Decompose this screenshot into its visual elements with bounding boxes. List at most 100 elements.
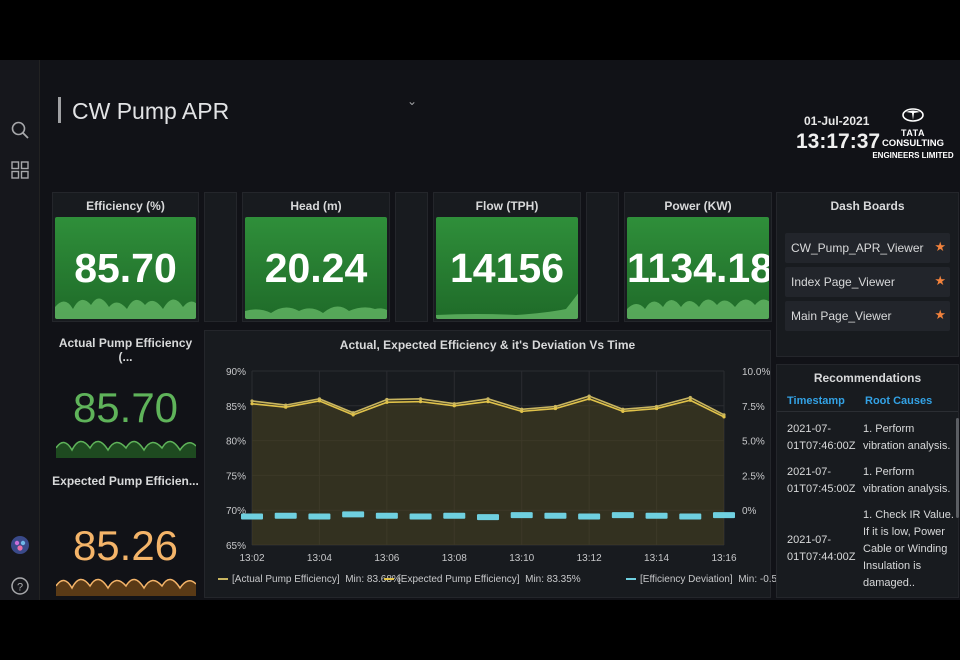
current-time: 13:17:37 <box>796 130 881 153</box>
dashboards-grid-icon[interactable] <box>10 160 30 180</box>
y-left-tick-label: 75% <box>226 471 246 482</box>
legend-label: [Expected Pump Efficiency] <box>398 574 520 585</box>
logo-brand: TATA <box>901 128 925 138</box>
recommendations-panel: Recommendations Timestamp Root Causes 20… <box>776 364 959 598</box>
stat-panel-flow[interactable]: Flow (TPH) 14156 <box>433 192 581 322</box>
deviation-bar <box>409 513 432 520</box>
stat-value: 85.70 <box>74 245 177 291</box>
page-title[interactable]: CW Pump APR <box>72 98 230 124</box>
stat-value: 14156 <box>449 245 564 291</box>
header-divider <box>777 411 958 412</box>
y-right-tick-label: 2.5% <box>742 471 765 482</box>
dashboards-panel: Dash Boards CW_Pump_APR_Viewer ★ Index P… <box>776 192 959 357</box>
x-tick-label: 13:06 <box>374 553 399 564</box>
user-avatar-icon[interactable] <box>10 535 30 555</box>
data-point <box>418 400 423 404</box>
chevron-down-icon[interactable]: ⌄ <box>407 94 418 108</box>
efficiency-chart[interactable]: 90% 85% 80% 75% 70% 65% 10.0% 7.5% 5.0% 2.5% 0% 13:… <box>204 330 771 598</box>
y-right-tick-label: 10.0% <box>742 367 770 378</box>
recommendations-scrollbar[interactable] <box>956 418 959 518</box>
star-icon[interactable]: ★ <box>934 307 946 322</box>
spacer-panel <box>586 192 619 322</box>
svg-text:?: ? <box>17 582 23 594</box>
legend-min: Min: 83.35% <box>525 574 581 585</box>
deviation-bar <box>578 513 601 520</box>
sparkline <box>55 298 196 319</box>
logo-line3: ENGINEERS LIMITED <box>872 151 954 160</box>
table-row-timestamp: 2021-07- 01T07:45:00Z <box>787 466 856 495</box>
star-icon[interactable]: ★ <box>934 273 946 288</box>
series-area-actual <box>252 396 724 545</box>
y-left-tick-label: 90% <box>226 367 246 378</box>
expected-gauge-title: Expected Pump Efficien... <box>52 474 199 488</box>
column-header-timestamp[interactable]: Timestamp <box>787 395 845 407</box>
dashboard-link-label: Index Page_Viewer <box>791 275 895 289</box>
dashboard-link-cw-pump[interactable]: CW_Pump_APR_Viewer ★ <box>785 233 950 263</box>
data-point <box>587 394 591 398</box>
sparkline <box>245 306 387 319</box>
data-point <box>418 397 423 401</box>
data-point <box>688 398 692 402</box>
dashboard-link-main[interactable]: Main Page_Viewer ★ <box>785 301 950 331</box>
dashboard-link-label: CW_Pump_APR_Viewer <box>791 241 924 255</box>
spacer-panel <box>395 192 428 322</box>
table-row-timestamp: 2021-07- 01T07:46:00Z <box>787 423 856 452</box>
y-left-tick-label: 85% <box>226 402 246 413</box>
legend-swatch <box>218 578 228 581</box>
legend-item-actual[interactable]: [Actual Pump Efficiency] Min: 83.68% <box>218 574 401 585</box>
stat-panel-head[interactable]: Head (m) 20.24 <box>242 192 390 322</box>
stat-tile: 14156 <box>436 217 578 319</box>
sparkline <box>627 299 769 319</box>
title-accent <box>58 97 61 123</box>
sidebar: ? <box>0 60 40 600</box>
gauge-panel: Actual Pump Efficiency (... 85.70 Expect… <box>52 328 199 598</box>
deviation-bar <box>510 512 533 519</box>
deviation-bar <box>645 512 668 519</box>
x-tick-label: 13:12 <box>577 553 602 564</box>
deviation-bar <box>375 512 398 519</box>
table-row-cause: 1. Perform vibration analysis. <box>863 423 951 452</box>
data-point <box>284 405 288 409</box>
x-tick-label: 13:16 <box>711 553 736 564</box>
actual-gauge-title: Actual Pump Efficiency (... <box>58 336 193 364</box>
deviation-bar <box>544 512 567 519</box>
legend-item-deviation[interactable]: [Efficiency Deviation] Min: -0.50% <box>626 574 792 585</box>
search-icon[interactable] <box>10 120 30 140</box>
dashboards-title: Dash Boards <box>830 199 905 213</box>
x-tick-label: 13:10 <box>509 553 534 564</box>
data-point <box>317 399 322 403</box>
y-right-tick-label: 7.5% <box>742 402 765 413</box>
table-row-cause: 1. Perform vibration analysis. <box>863 466 951 495</box>
legend-label: [Efficiency Deviation] <box>640 574 733 585</box>
data-point <box>654 406 659 411</box>
table-row-cause: 1. Check IR Value. If it is low, Power C… <box>863 509 954 589</box>
data-point <box>587 397 591 401</box>
help-icon[interactable]: ? <box>10 576 30 596</box>
stat-panel-power[interactable]: Power (KW) 1134.18 <box>624 192 772 322</box>
x-tick-label: 13:04 <box>307 553 332 564</box>
x-tick-label: 13:14 <box>644 553 669 564</box>
data-point <box>688 395 692 400</box>
table-row-timestamp: 2021-07- 01T07:44:00Z <box>787 534 856 563</box>
column-header-root-causes[interactable]: Root Causes <box>865 395 933 407</box>
legend-item-expected[interactable]: [Expected Pump Efficiency] Min: 83.35% <box>384 574 581 585</box>
star-icon[interactable]: ★ <box>934 239 946 254</box>
stat-title: Head (m) <box>290 199 342 213</box>
dashboard-link-label: Main Page_Viewer <box>791 309 892 323</box>
deviation-bar <box>443 512 466 519</box>
stat-panel-efficiency[interactable]: Efficiency (%) 85.70 <box>52 192 199 322</box>
stat-title: Efficiency (%) <box>86 199 165 213</box>
data-point <box>553 406 558 411</box>
data-point <box>621 409 625 413</box>
legend-swatch <box>626 578 636 581</box>
expected-sparkline <box>56 578 196 596</box>
tata-logo-icon <box>902 108 924 122</box>
data-point <box>250 399 254 403</box>
recommendations-title: Recommendations <box>813 371 922 385</box>
deviation-bar <box>477 514 499 521</box>
expected-gauge-value: 85.26 <box>72 522 179 569</box>
dashboard-link-index[interactable]: Index Page_Viewer ★ <box>785 267 950 297</box>
data-point <box>385 400 389 404</box>
legend-swatch <box>384 578 394 581</box>
company-logo: TATA CONSULTING ENGINEERS LIMITED <box>868 108 958 162</box>
